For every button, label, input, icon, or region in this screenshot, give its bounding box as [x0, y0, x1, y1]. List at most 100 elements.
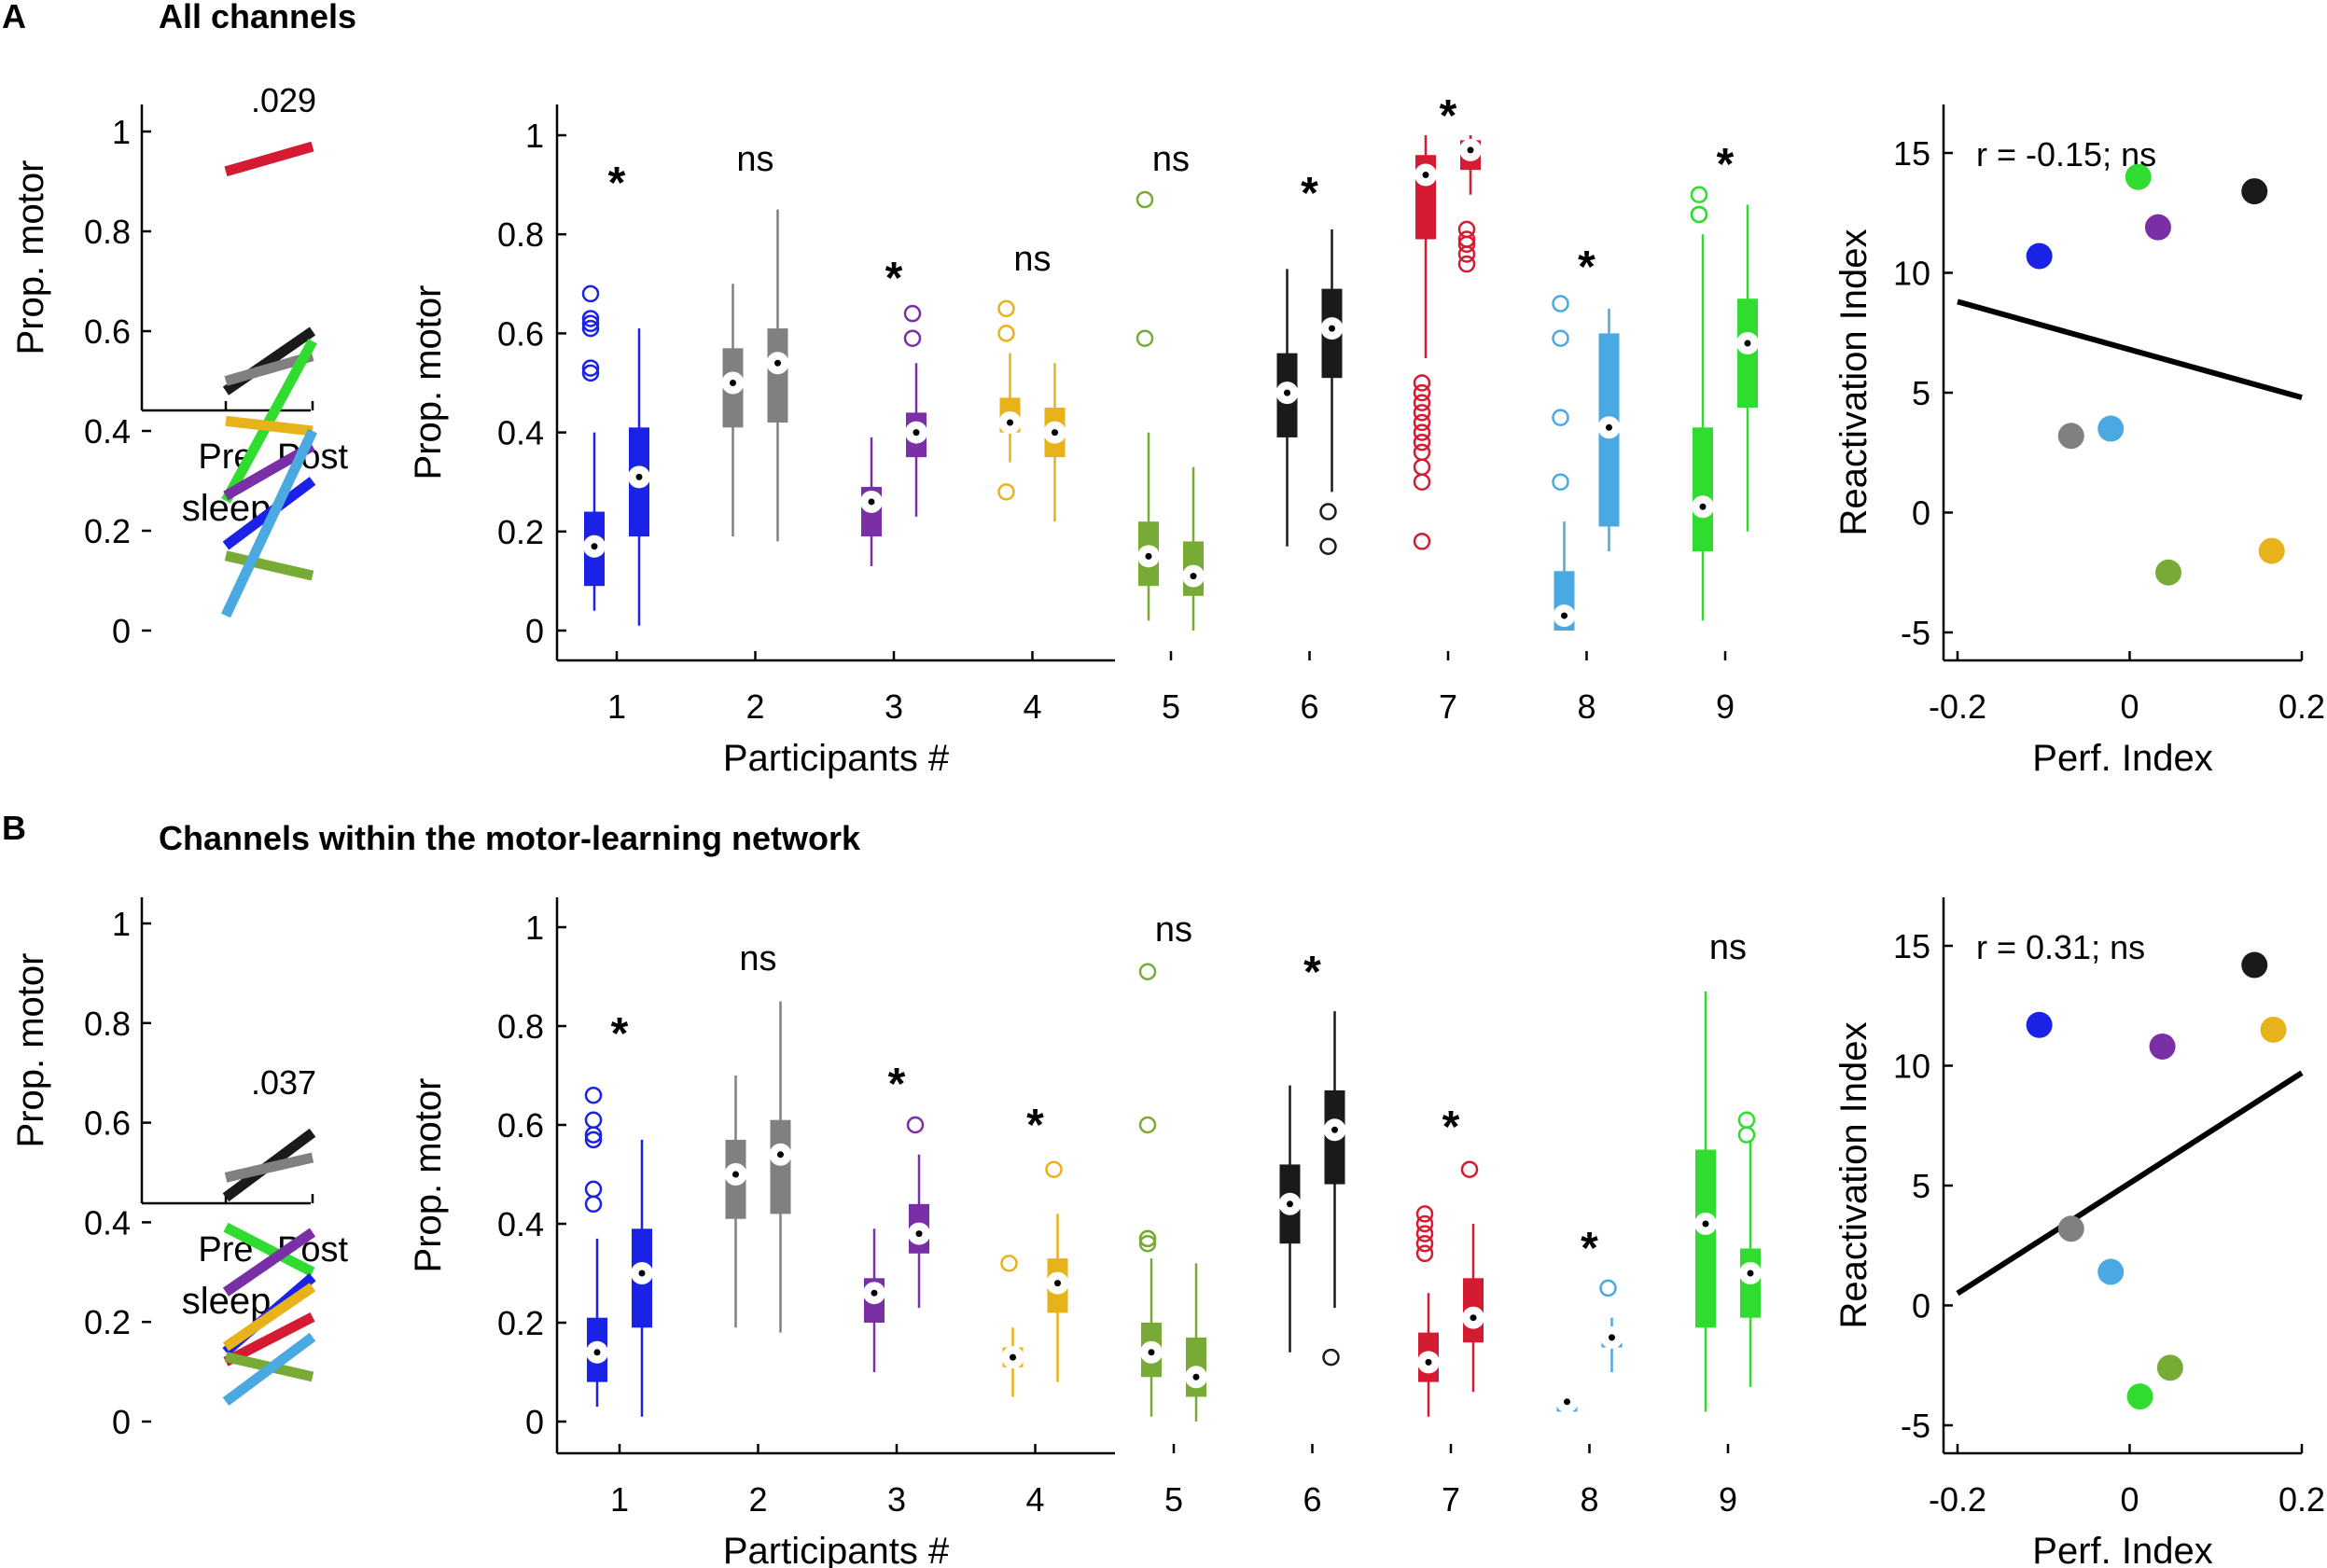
a-box-outlier [1319, 537, 1337, 555]
b-box-outlier [1138, 1229, 1157, 1248]
a-box-outlier [1136, 329, 1154, 347]
a-box-outlier [1319, 503, 1337, 520]
a-scatter-x-tick-label: 0 [2120, 687, 2139, 726]
a-box-outlier [581, 314, 600, 333]
b-box-x-tick-label: 1 [610, 1480, 629, 1519]
b-box-median-dot [777, 1151, 784, 1159]
a-box-outlier [1413, 394, 1431, 411]
a-slope-series-line-lightblue [221, 428, 317, 618]
a-slope-y-tick-label: 0 [112, 612, 131, 650]
b-box-median-dot [1609, 1334, 1615, 1341]
a-box-outlier [1413, 413, 1431, 432]
a-box-outlier [997, 325, 1015, 342]
a-scatter-correlation-annotation: r = -0.15; ns [1976, 135, 2156, 173]
a-scatter-x-tick-label: -0.2 [1929, 687, 1986, 726]
a-box-outlier [903, 329, 922, 347]
a-scatter-x-tick-label: 0.2 [2278, 687, 2325, 726]
b-slope-series-line-purple [222, 1228, 316, 1297]
a-box-outlier [1457, 245, 1476, 263]
b-box-median-dot [1192, 1373, 1200, 1381]
a-box-x-tick-label: 1 [607, 687, 626, 726]
a-box-median-dot [1007, 419, 1013, 426]
b-box-outlier [584, 1111, 603, 1129]
a-box-x-axis-label: Participants # [723, 738, 950, 779]
b-box-outlier [1737, 1111, 1756, 1129]
a-scatter-y-tick-label: 5 [1912, 374, 1930, 412]
b-box-outlier [1138, 963, 1157, 980]
a-box-outlier [581, 310, 600, 327]
b-scatter-y-tick-label: 15 [1893, 927, 1930, 965]
b-scatter-x-tick-label: -0.2 [1929, 1480, 1986, 1519]
a-box-box [767, 328, 788, 423]
b-scatter-correlation-annotation: r = 0.31; ns [1976, 928, 2145, 966]
panel-b-box-chart: 0 0.2 0.4 0.6 0.8 1 Prop. motor Participants # 1… [408, 897, 1762, 1568]
a-box-outlier [1136, 190, 1154, 209]
a-box-y-axis-label: Prop. motor [408, 285, 449, 480]
b-box-median-dot [915, 1230, 923, 1238]
a-box-x-tick-label: 4 [1023, 687, 1041, 726]
a-box-outlier [1457, 255, 1476, 273]
b-scatter-y-axis-label: Reactivation Index [1833, 1021, 1874, 1328]
b-box-median-dot [1747, 1270, 1754, 1277]
b-box-median-dot [732, 1171, 739, 1178]
b-slope-series-line-yellow [222, 1283, 316, 1352]
a-box-x-tick-label: 9 [1716, 687, 1735, 726]
a-box-y-tick-label: 0.6 [497, 314, 544, 353]
a-scatter-scatter-point [2125, 163, 2152, 190]
panel-a-title: All channels [159, 0, 356, 35]
b-box-median-dot [1148, 1349, 1155, 1356]
b-box-significance-label: * [1581, 1224, 1598, 1273]
a-box-outlier [1413, 404, 1431, 422]
a-slope-y-tick-label: 0.6 [84, 312, 131, 351]
b-box-outlier [1415, 1214, 1434, 1233]
b-box-significance-label: * [1303, 948, 1321, 997]
a-box-significance-label: * [1301, 169, 1318, 218]
a-box-outlier [1413, 383, 1431, 402]
b-box-median-dot [1010, 1353, 1016, 1361]
b-box-median-dot [1702, 1220, 1709, 1228]
a-slope-y-tick-label: 0.4 [84, 412, 131, 451]
a-box-significance-label: * [1717, 140, 1735, 189]
b-box-box [1695, 1149, 1716, 1328]
b-box-median-dot [1564, 1398, 1570, 1406]
a-box-median-dot [1052, 429, 1058, 437]
b-slope-y-tick-label: 0.8 [84, 1005, 131, 1043]
panel-b-scatter-chart: -5 0 5 10 15 -0.2 0 0.2 Reactivation Index Perf. … [1833, 897, 2325, 1568]
a-box-significance-label: ns [1013, 240, 1051, 279]
b-box-significance-label: * [1026, 1101, 1044, 1150]
a-box-outlier [1552, 473, 1569, 491]
a-scatter-scatter-point [2144, 214, 2171, 241]
a-slope-series-line-red [224, 141, 314, 177]
panel-a-scatter-chart: -5 0 5 10 15 -0.2 0 0.2 Reactivation Index Perf. … [1833, 104, 2325, 779]
b-box-outlier [1415, 1234, 1434, 1253]
a-box-outlier [1552, 409, 1569, 426]
a-box-median-dot [1284, 389, 1290, 396]
b-box-median-dot [1331, 1126, 1338, 1133]
a-box-outlier [1457, 235, 1476, 254]
a-scatter-scatter-point [2241, 178, 2268, 205]
a-box-x-tick-label: 7 [1439, 687, 1457, 726]
a-box-outlier [1413, 473, 1431, 491]
a-box-x-tick-label: 5 [1162, 687, 1180, 726]
b-scatter-scatter-point [2126, 1383, 2153, 1410]
a-box-median-dot [1190, 573, 1197, 580]
panel-b-label: B [2, 809, 26, 847]
a-slope-y-tick-label: 0.8 [84, 213, 131, 251]
b-box-outlier [584, 1126, 603, 1144]
a-box-significance-label: * [1440, 91, 1457, 141]
a-box-outlier [997, 483, 1015, 501]
b-box-x-tick-label: 7 [1442, 1480, 1460, 1519]
b-box-outlier [1000, 1255, 1018, 1272]
b-box-outlier [584, 1180, 603, 1199]
b-box-median-dot [593, 1349, 601, 1356]
a-box-median-dot [1606, 423, 1612, 431]
b-box-median-dot [1425, 1358, 1432, 1366]
b-box-median-dot [871, 1289, 878, 1297]
a-box-outlier [1413, 374, 1431, 392]
b-scatter-regression-line [1956, 1070, 2304, 1297]
b-scatter-y-tick-label: 0 [1912, 1287, 1930, 1325]
b-scatter-x-tick-label: 0 [2120, 1480, 2139, 1519]
a-box-median-dot [774, 359, 781, 367]
panel-a-box-chart: 0 0.2 0.4 0.6 0.8 1 Prop. motor Participants # 1… [408, 91, 1759, 779]
b-scatter-scatter-point [2097, 1258, 2125, 1285]
